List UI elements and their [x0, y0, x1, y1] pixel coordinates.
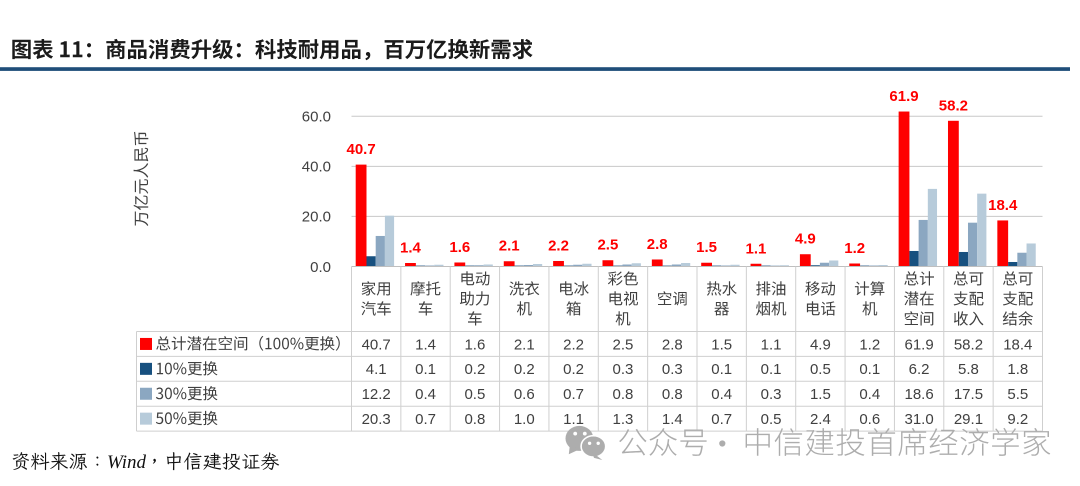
svg-text:1.5: 1.5	[696, 239, 717, 256]
svg-text:0.1: 0.1	[415, 361, 436, 378]
svg-text:0.7: 0.7	[563, 386, 584, 403]
svg-text:60.0: 60.0	[302, 109, 331, 126]
svg-text:0.8: 0.8	[464, 411, 485, 428]
svg-text:31.0: 31.0	[905, 411, 934, 428]
svg-text:0.4: 0.4	[711, 386, 732, 403]
svg-text:0.3: 0.3	[761, 386, 782, 403]
svg-text:58.2: 58.2	[939, 97, 968, 114]
svg-text:2.2: 2.2	[563, 336, 584, 353]
svg-text:1.5: 1.5	[711, 336, 732, 353]
svg-text:5.8: 5.8	[958, 361, 979, 378]
svg-text:40.7: 40.7	[362, 336, 391, 353]
svg-text:4.9: 4.9	[810, 336, 831, 353]
svg-text:5.5: 5.5	[1007, 386, 1028, 403]
svg-text:9.2: 9.2	[1007, 411, 1028, 428]
svg-text:0.2: 0.2	[464, 361, 485, 378]
svg-text:61.9: 61.9	[889, 88, 918, 105]
svg-text:0.1: 0.1	[859, 361, 880, 378]
svg-text:29.1: 29.1	[954, 411, 983, 428]
svg-text:2.1: 2.1	[514, 336, 535, 353]
svg-text:1.4: 1.4	[400, 240, 422, 257]
svg-text:1.4: 1.4	[415, 336, 436, 353]
svg-text:1.3: 1.3	[613, 411, 634, 428]
svg-text:20.0: 20.0	[302, 209, 331, 226]
svg-text:0.8: 0.8	[613, 386, 634, 403]
svg-text:0.5: 0.5	[810, 361, 831, 378]
svg-text:0.5: 0.5	[464, 386, 485, 403]
svg-text:40.7: 40.7	[346, 141, 375, 158]
svg-text:1.0: 1.0	[514, 411, 535, 428]
svg-text:2.5: 2.5	[597, 237, 618, 254]
svg-text:2.8: 2.8	[662, 336, 683, 353]
svg-text:1.6: 1.6	[449, 239, 470, 256]
svg-text:0.1: 0.1	[761, 361, 782, 378]
svg-text:0.7: 0.7	[415, 411, 436, 428]
svg-text:0.3: 0.3	[613, 361, 634, 378]
svg-text:1.2: 1.2	[844, 240, 865, 257]
svg-text:0.5: 0.5	[761, 411, 782, 428]
svg-text:0.3: 0.3	[662, 361, 683, 378]
svg-text:2.2: 2.2	[548, 237, 569, 254]
svg-text:1.5: 1.5	[810, 386, 831, 403]
svg-text:58.2: 58.2	[954, 336, 983, 353]
svg-text:20.3: 20.3	[362, 411, 391, 428]
svg-text:0.6: 0.6	[514, 386, 535, 403]
svg-text:0.4: 0.4	[415, 386, 436, 403]
svg-text:1.1: 1.1	[563, 411, 584, 428]
svg-text:4.1: 4.1	[366, 361, 387, 378]
svg-text:1.1: 1.1	[761, 336, 782, 353]
svg-text:1.6: 1.6	[464, 336, 485, 353]
svg-text:0.1: 0.1	[711, 361, 732, 378]
svg-text:2.5: 2.5	[613, 336, 634, 353]
svg-text:0.6: 0.6	[859, 411, 880, 428]
svg-text:2.4: 2.4	[810, 411, 831, 428]
svg-text:40.0: 40.0	[302, 159, 331, 176]
svg-text:1.4: 1.4	[662, 411, 683, 428]
svg-text:0.8: 0.8	[662, 386, 683, 403]
svg-text:12.2: 12.2	[362, 386, 391, 403]
svg-text:18.6: 18.6	[905, 386, 934, 403]
svg-text:1.1: 1.1	[746, 240, 767, 257]
svg-text:2.8: 2.8	[647, 236, 668, 253]
svg-text:4.9: 4.9	[795, 231, 816, 248]
svg-text:18.4: 18.4	[988, 197, 1018, 214]
svg-text:18.4: 18.4	[1003, 336, 1032, 353]
svg-text:Wind: Wind	[107, 452, 147, 473]
svg-text:0.2: 0.2	[563, 361, 584, 378]
svg-text:1.2: 1.2	[859, 336, 880, 353]
svg-text:0.4: 0.4	[859, 386, 880, 403]
svg-text:6.2: 6.2	[909, 361, 930, 378]
svg-text:0.2: 0.2	[514, 361, 535, 378]
svg-text:0.0: 0.0	[310, 259, 331, 276]
svg-text:1.8: 1.8	[1007, 361, 1028, 378]
svg-text:17.5: 17.5	[954, 386, 983, 403]
svg-text:0.7: 0.7	[711, 411, 732, 428]
svg-text:61.9: 61.9	[905, 336, 934, 353]
svg-text:2.1: 2.1	[499, 238, 520, 255]
